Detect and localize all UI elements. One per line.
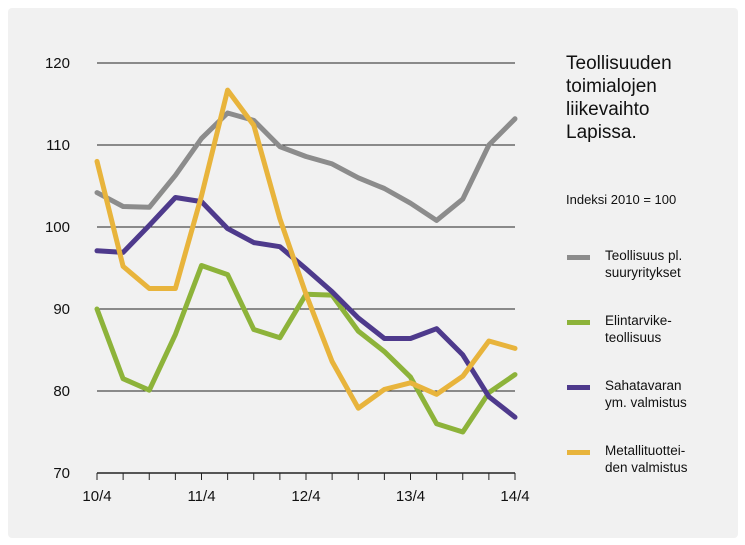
series-line-0 bbox=[94, 110, 518, 223]
legend-label: Sahatavaran ym. valmistus bbox=[605, 377, 687, 411]
x-tick-label: 14/4 bbox=[500, 488, 529, 505]
legend-label-line: Elintarvike- bbox=[605, 313, 672, 328]
chart-title: Teollisuuden toimialojen liikevaihto Lap… bbox=[566, 52, 731, 144]
legend-label-line: Metallituottei- bbox=[605, 443, 686, 458]
series-line-3 bbox=[94, 87, 518, 411]
x-tick-label: 13/4 bbox=[396, 488, 425, 505]
title-line: liikevaihto bbox=[566, 99, 650, 120]
legend-item-sahatavara: Sahatavaran ym. valmistus bbox=[563, 377, 733, 417]
legend-item-teollisuus: Teollisuus pl. suuryritykset bbox=[563, 247, 733, 287]
series-line-2 bbox=[94, 195, 518, 420]
legend-label-line: suuryritykset bbox=[605, 265, 681, 280]
y-tick-label: 90 bbox=[53, 301, 70, 318]
legend-item-metallituotteet: Metallituottei- den valmistus bbox=[563, 442, 733, 482]
title-line: Lapissa. bbox=[566, 122, 637, 143]
legend-label-line: Teollisuus pl. bbox=[605, 248, 683, 263]
y-tick-label: 120 bbox=[45, 55, 70, 72]
y-tick-label: 110 bbox=[46, 137, 70, 154]
legend-label-line: ym. valmistus bbox=[605, 395, 687, 410]
x-tick-label: 12/4 bbox=[291, 488, 320, 505]
legend-swatch bbox=[567, 255, 590, 260]
title-line: Teollisuuden bbox=[566, 53, 672, 74]
chart-card: 120 110 100 90 80 70 10/4 11/4 12/4 13/4 14/4 Teol… bbox=[8, 8, 738, 538]
chart-subtitle: Indeksi 2010 = 100 bbox=[566, 192, 677, 207]
legend-label: Elintarvike- teollisuus bbox=[605, 312, 672, 346]
legend-item-elintarvike: Elintarvike- teollisuus bbox=[563, 312, 733, 352]
legend-label-line: den valmistus bbox=[605, 460, 688, 475]
y-tick-label: 80 bbox=[53, 383, 70, 400]
legend-label: Metallituottei- den valmistus bbox=[605, 442, 688, 476]
legend-label-line: Sahatavaran bbox=[605, 378, 682, 393]
title-line: toimialojen bbox=[566, 76, 657, 97]
legend-swatch bbox=[567, 385, 590, 390]
line-chart: 120 110 100 90 80 70 10/4 11/4 12/4 13/4 14/4 bbox=[45, 55, 530, 505]
legend-label: Teollisuus pl. suuryritykset bbox=[605, 247, 682, 281]
legend-label-line: teollisuus bbox=[605, 330, 662, 345]
y-tick-label: 70 bbox=[53, 465, 70, 482]
legend-swatch bbox=[567, 320, 590, 325]
x-tick-label: 11/4 bbox=[187, 488, 215, 505]
legend-swatch bbox=[567, 450, 590, 455]
y-tick-label: 100 bbox=[45, 219, 70, 236]
x-tick-label: 10/4 bbox=[82, 488, 111, 505]
